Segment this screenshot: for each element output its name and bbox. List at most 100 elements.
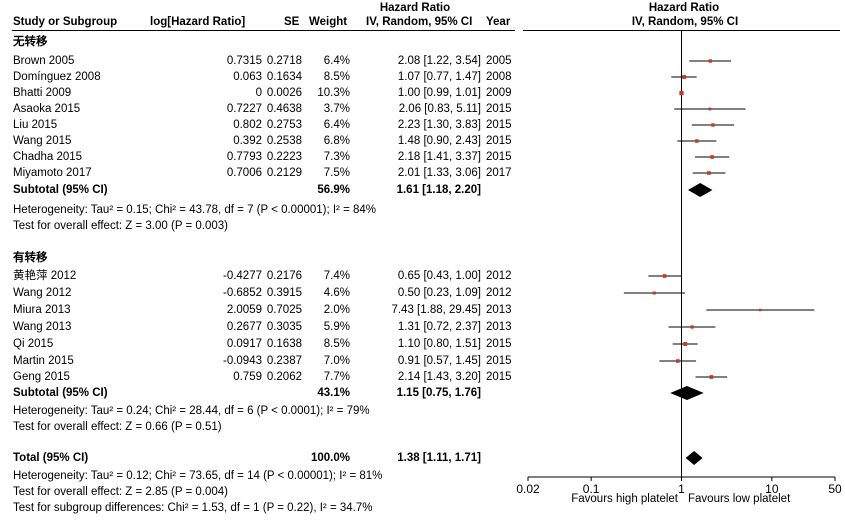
heterogeneity-text: Heterogeneity: Tau² = 0.24; Chi² = 28.44… xyxy=(13,405,370,417)
study-se: 0.2176 xyxy=(266,270,302,282)
study-loghr: 0.063 xyxy=(233,71,262,83)
study-year: 2012 xyxy=(486,287,512,299)
study-loghr: 0.7793 xyxy=(226,151,262,163)
study-name: Asaoka 2015 xyxy=(13,103,81,115)
subtotal-label: Subtotal (95% CI) xyxy=(13,387,108,399)
subtotal-weight: 56.9% xyxy=(317,184,350,196)
study-loghr: 0.392 xyxy=(233,135,262,147)
study-point xyxy=(708,107,712,111)
study-se: 0.0026 xyxy=(266,87,302,99)
study-loghr: 0.7227 xyxy=(226,103,262,115)
total-weight: 100.0% xyxy=(310,452,350,464)
study-year: 2013 xyxy=(486,304,512,316)
study-weight: 6.8% xyxy=(323,135,350,147)
study-weight: 6.4% xyxy=(323,55,350,67)
study-weight: 4.6% xyxy=(323,287,350,299)
study-weight: 2.0% xyxy=(323,304,350,316)
study-ci: 2.06 [0.83, 5.11] xyxy=(398,103,481,115)
total-ci: 1.38 [1.11, 1.71] xyxy=(397,452,481,464)
study-name: Bhatti 2009 xyxy=(13,87,72,99)
study-loghr: 0.2677 xyxy=(226,321,262,333)
study-point xyxy=(652,291,656,295)
study-year: 2015 xyxy=(486,355,512,367)
study-point xyxy=(683,342,688,346)
subtotal-diamond xyxy=(670,386,704,400)
total-label: Total (95% CI) xyxy=(13,452,89,464)
study-year: 2013 xyxy=(486,321,512,333)
study-point xyxy=(708,59,712,63)
study-name: Wang 2013 xyxy=(13,321,72,333)
subgroup-title: 有转移 xyxy=(13,252,48,264)
header-rule-left xyxy=(12,30,515,31)
study-ci: 2.01 [1.33, 3.06] xyxy=(397,167,481,179)
study-loghr: 0.802 xyxy=(233,119,262,131)
study-loghr: 0.759 xyxy=(233,371,262,383)
x-tick-label: 10 xyxy=(765,482,779,496)
study-name: Miura 2013 xyxy=(13,304,71,316)
study-se: 0.7025 xyxy=(266,304,302,316)
study-name: Geng 2015 xyxy=(13,371,70,383)
study-weight: 7.4% xyxy=(323,270,350,282)
study-weight: 7.5% xyxy=(323,167,350,179)
study-year: 2015 xyxy=(486,371,512,383)
study-ci: 2.14 [1.43, 3.20] xyxy=(397,371,481,383)
study-year: 2015 xyxy=(486,135,512,147)
study-weight: 3.7% xyxy=(323,103,350,115)
study-loghr: -0.4277 xyxy=(222,270,262,282)
study-name: Miyamoto 2017 xyxy=(13,167,92,179)
study-loghr: 0.7006 xyxy=(226,167,262,179)
favours-right-label: Favours low platelet xyxy=(688,493,791,505)
col-header-weight: Weight xyxy=(309,16,348,28)
study-point xyxy=(758,308,762,312)
study-ci: 1.00 [0.99, 1.01] xyxy=(397,87,481,99)
study-point xyxy=(707,171,711,175)
study-name: Brown 2005 xyxy=(13,55,75,67)
study-ci: 2.23 [1.30, 3.83] xyxy=(397,119,481,131)
subtotal-ci: 1.15 [0.75, 1.76] xyxy=(396,387,481,399)
overall-effect-text: Test for overall effect: Z = 2.85 (P = 0… xyxy=(13,486,228,498)
total-diamond xyxy=(685,451,703,465)
study-year: 2012 xyxy=(486,270,512,282)
study-loghr: -0.6852 xyxy=(222,287,262,299)
study-point xyxy=(679,90,684,96)
study-se: 0.2753 xyxy=(266,119,302,131)
study-ci: 0.65 [0.43, 1.00] xyxy=(397,270,481,282)
study-ci: 0.91 [0.57, 1.45] xyxy=(397,355,481,367)
study-loghr: -0.0943 xyxy=(222,355,262,367)
heterogeneity-text: Heterogeneity: Tau² = 0.12; Chi² = 73.65… xyxy=(13,470,383,482)
subgroup-difference-text: Test for subgroup differences: Chi² = 1.… xyxy=(13,502,373,514)
study-se: 0.2062 xyxy=(266,371,302,383)
study-ci: 0.50 [0.23, 1.09] xyxy=(397,287,481,299)
study-point xyxy=(690,325,694,329)
heterogeneity-text: Heterogeneity: Tau² = 0.15; Chi² = 43.78… xyxy=(13,204,377,216)
col-header-loghr: log[Hazard Ratio] xyxy=(150,16,246,28)
study-weight: 8.5% xyxy=(323,338,350,350)
study-year: 2009 xyxy=(486,87,512,99)
study-year: 2015 xyxy=(486,338,512,350)
col-header-year: Year xyxy=(486,16,511,28)
study-ci: 1.07 [0.77, 1.47] xyxy=(397,71,481,83)
study-point xyxy=(695,139,699,143)
study-point xyxy=(711,123,715,127)
study-name: Martin 2015 xyxy=(13,355,74,367)
favours-left-label: Favours high platelet xyxy=(571,493,678,505)
study-year: 2017 xyxy=(486,167,512,179)
study-se: 0.1634 xyxy=(266,71,302,83)
study-se: 0.1638 xyxy=(266,338,302,350)
study-name: Wang 2015 xyxy=(13,135,72,147)
study-point xyxy=(676,359,680,363)
study-name: Chadha 2015 xyxy=(13,151,83,163)
study-year: 2015 xyxy=(486,103,512,115)
study-point xyxy=(709,375,714,379)
header-group-hr-left: Hazard Ratio xyxy=(379,2,451,14)
study-weight: 8.5% xyxy=(323,71,350,83)
study-loghr: 0.0917 xyxy=(226,338,262,350)
study-name: Wang 2012 xyxy=(13,287,72,299)
study-se: 0.2718 xyxy=(266,55,302,67)
overall-effect-text: Test for overall effect: Z = 0.66 (P = 0… xyxy=(13,421,222,433)
study-se: 0.2129 xyxy=(266,167,302,179)
study-point xyxy=(710,155,714,159)
subtotal-weight: 43.1% xyxy=(317,387,350,399)
col-header-study: Study or Subgroup xyxy=(13,16,118,28)
